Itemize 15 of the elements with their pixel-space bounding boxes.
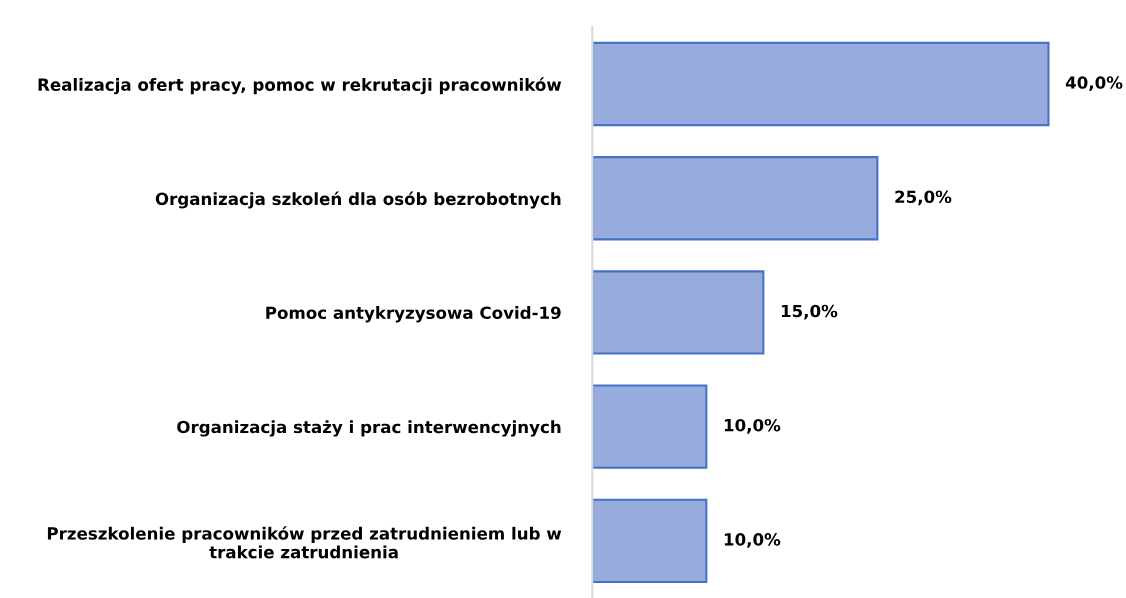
data-label: 40,0% bbox=[1065, 76, 1123, 91]
y-tick-label: Organizacja staży i prac interwencyjnych bbox=[177, 420, 561, 437]
bar bbox=[592, 270, 765, 355]
y-tick-label: Organizacja szkoleń dla osób bezrobotnych bbox=[155, 191, 561, 209]
data-label: 25,0% bbox=[895, 190, 952, 206]
bar bbox=[592, 41, 1050, 127]
y-tick-label: Przeszkolenie pracowników przed zatrudnieniem lub w trakcie zatrudnienia bbox=[47, 526, 562, 559]
bar bbox=[592, 156, 879, 241]
bar bbox=[592, 384, 708, 469]
y-tick-label: Realizacja ofert pracy, pomoc w rekrutacji pracowników bbox=[38, 77, 562, 95]
data-label: 10,0% bbox=[724, 533, 781, 548]
y-tick-label: Pomoc antykryzysowa Covid-19 bbox=[266, 306, 561, 323]
data-label: 10,0% bbox=[724, 418, 781, 434]
data-label: 15,0% bbox=[781, 304, 838, 320]
bar bbox=[592, 498, 708, 584]
